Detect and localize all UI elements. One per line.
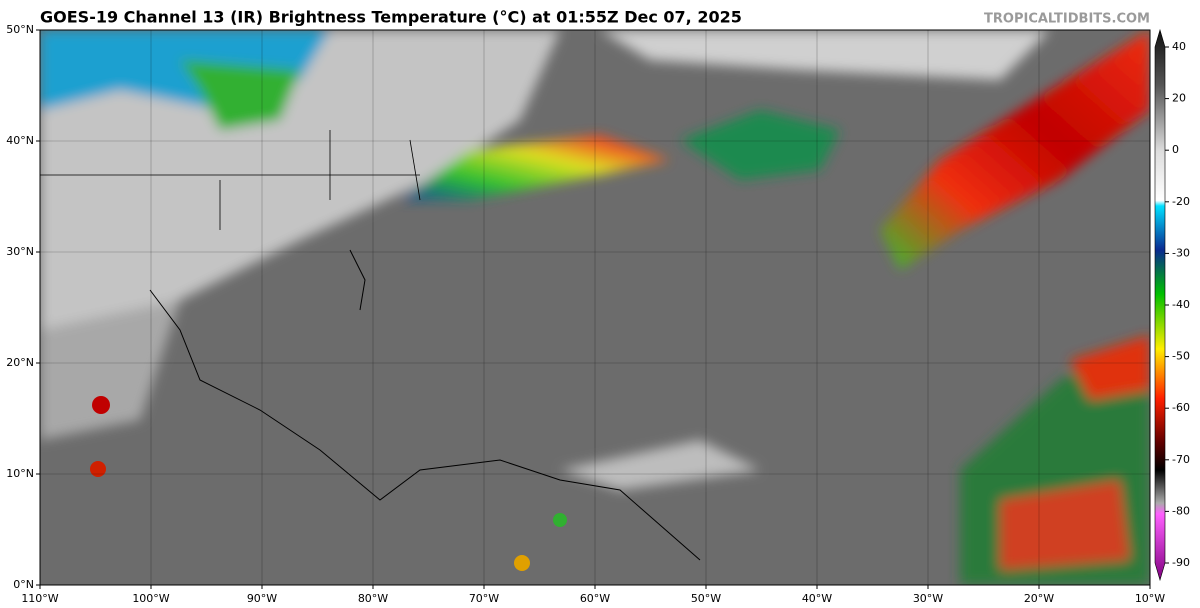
lon-tick-label: 100°W xyxy=(132,592,169,605)
lat-tick-label: 40°N xyxy=(6,134,34,147)
lon-tick-label: 70°W xyxy=(469,592,499,605)
grid xyxy=(40,30,1150,585)
lat-tick-label: 0°N xyxy=(13,578,34,591)
colorbar-label: 0 xyxy=(1172,143,1179,156)
lon-tick-label: 80°W xyxy=(358,592,388,605)
lon-tick-label: 60°W xyxy=(580,592,610,605)
colorbar-label: -60 xyxy=(1172,401,1190,414)
lon-tick-label: 50°W xyxy=(691,592,721,605)
lat-tick-label: 50°N xyxy=(6,23,34,36)
title: GOES-19 Channel 13 (IR) Brightness Tempe… xyxy=(40,8,742,27)
lat-tick-label: 20°N xyxy=(6,356,34,369)
colorbar xyxy=(1154,28,1166,582)
lon-tick-label: 10°W xyxy=(1135,592,1165,605)
source: TROPICALTIDBITS.COM xyxy=(984,12,1150,27)
colorbar-label: -20 xyxy=(1172,195,1190,208)
colorbar-label: -80 xyxy=(1172,504,1190,517)
colorbar-label: -40 xyxy=(1172,298,1190,311)
lat-tick-label: 10°N xyxy=(6,467,34,480)
lon-tick-label: 90°W xyxy=(247,592,277,605)
colorbar-label: 40 xyxy=(1172,40,1186,53)
lon-tick-label: 110°W xyxy=(21,592,58,605)
colorbar-label: -70 xyxy=(1172,453,1190,466)
satellite-image xyxy=(40,30,1150,585)
lon-tick-label: 20°W xyxy=(1024,592,1054,605)
colorbar-label: -30 xyxy=(1172,246,1190,259)
colorbar-label: -50 xyxy=(1172,350,1190,363)
colorbar-label: 20 xyxy=(1172,92,1186,105)
lat-tick-label: 30°N xyxy=(6,245,34,258)
colorbar-label: -90 xyxy=(1172,556,1190,569)
lon-tick-label: 30°W xyxy=(913,592,943,605)
lon-tick-label: 40°W xyxy=(802,592,832,605)
